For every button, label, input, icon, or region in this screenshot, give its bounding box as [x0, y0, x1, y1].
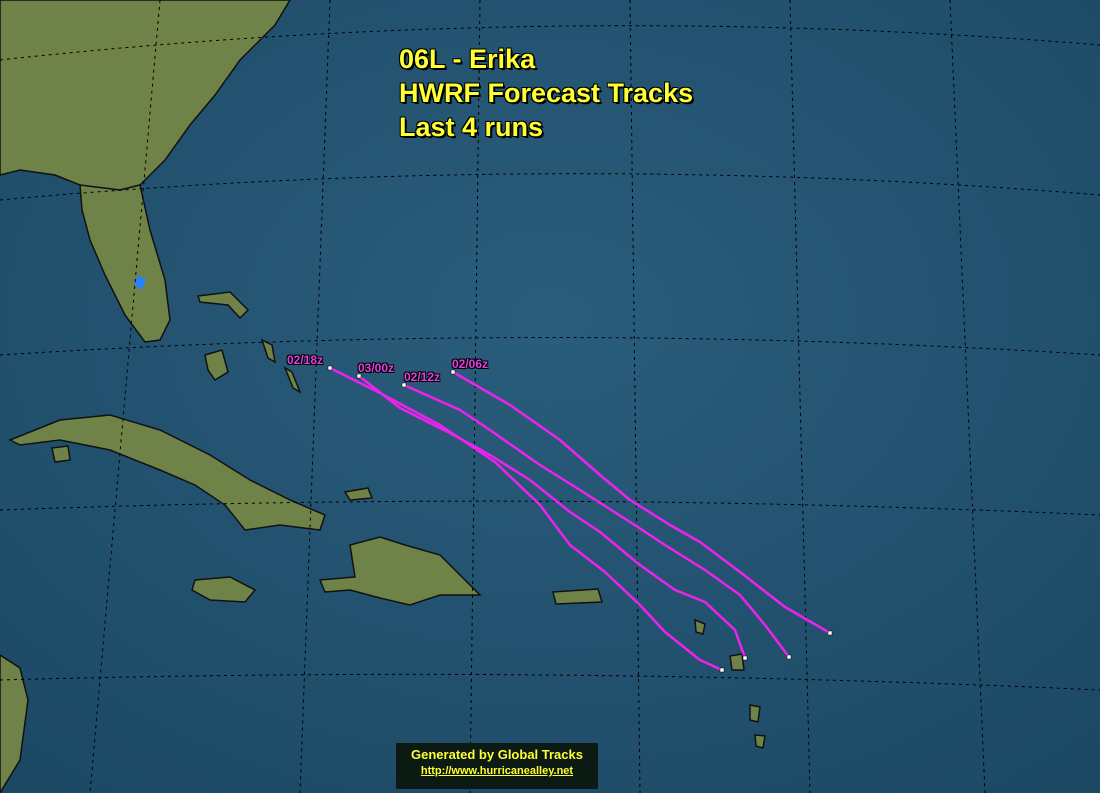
- forecast-tracks: [327, 365, 833, 673]
- track-point: [327, 365, 333, 371]
- track-02-06z: [452, 370, 831, 635]
- lesser-antilles-1: [694, 618, 706, 635]
- track-label-02-12z: 02/12z: [404, 370, 441, 384]
- track-point: [356, 373, 362, 379]
- lesser-antilles-4: [754, 734, 766, 749]
- bahamas-abaco: [196, 291, 250, 320]
- map-runs-note: Last 4 runs: [399, 112, 544, 142]
- credit-box: Generated by Global Tracks http://www.hu…: [396, 743, 598, 789]
- lake-okeechobee: [134, 275, 146, 290]
- bahamas-andros: [204, 349, 229, 382]
- track-point: [742, 655, 748, 661]
- map-subtitle: HWRF Forecast Tracks: [399, 78, 694, 108]
- track-label-02-06z: 02/06z: [452, 357, 489, 371]
- jamaica: [191, 576, 257, 603]
- bahamas-cat: [283, 366, 302, 394]
- map-title: 06L - Erika: [399, 44, 536, 74]
- florida: [79, 184, 171, 343]
- credit-link[interactable]: http://www.hurricanealley.net: [420, 765, 574, 777]
- track-point: [719, 667, 725, 673]
- landmasses: [0, 0, 766, 793]
- track-point: [827, 630, 833, 636]
- south-america: [0, 654, 29, 793]
- cuba: [8, 414, 326, 531]
- track-03-00z: [358, 375, 747, 659]
- track-label-03-00z: 03/00z: [358, 361, 395, 375]
- hispaniola: [318, 536, 482, 606]
- credit-text: Generated by Global Tracks: [411, 747, 583, 762]
- bahamas-eleuthera: [260, 338, 277, 364]
- lesser-antilles-2: [729, 653, 745, 671]
- isle-of-youth: [51, 445, 71, 463]
- track-label-02-18z: 02/18z: [287, 353, 324, 367]
- track-point: [450, 369, 456, 375]
- puerto-rico: [552, 588, 604, 605]
- track-point: [401, 382, 407, 388]
- inagua: [343, 487, 374, 501]
- track-point: [786, 654, 792, 660]
- lesser-antilles-3: [749, 704, 761, 723]
- track-02-12z: [403, 383, 790, 658]
- track-02-18z: [329, 366, 723, 672]
